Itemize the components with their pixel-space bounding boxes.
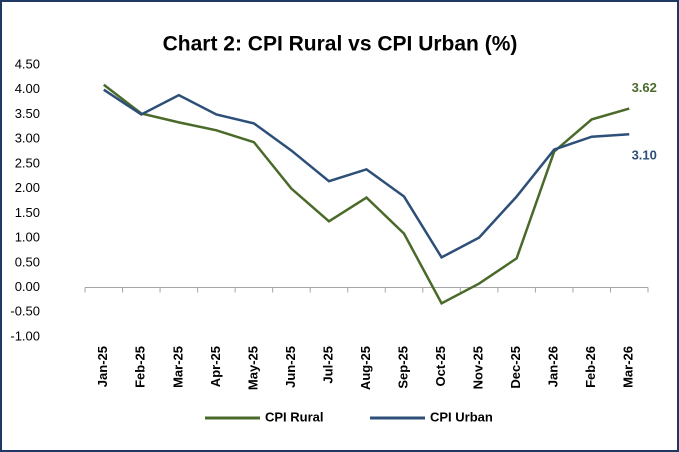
x-tick-label: May-25: [245, 346, 260, 390]
y-tick-label: 4.00: [15, 81, 40, 96]
y-tick-label: 4.50: [15, 56, 40, 71]
data-label: 3.62: [632, 80, 657, 95]
x-tick-label: Jan-26: [546, 346, 561, 387]
y-tick-label: 2.00: [15, 180, 40, 195]
x-tick-label: Jan-25: [95, 346, 110, 387]
x-tick-label: Dec-25: [508, 346, 523, 389]
y-tick-label: 1.50: [15, 205, 40, 220]
chart-title: Chart 2: CPI Rural vs CPI Urban (%): [163, 33, 518, 56]
y-tick-label: 0.00: [15, 279, 40, 294]
x-tick-label: Jun-25: [283, 346, 298, 388]
data-label: 3.10: [632, 148, 657, 163]
series-line: [103, 88, 630, 260]
legend-label: CPI Urban: [430, 409, 493, 424]
x-tick-label: Sep-25: [395, 346, 410, 389]
x-tick-label: Feb-25: [133, 346, 148, 388]
x-tick-label: Mar-25: [170, 346, 185, 388]
series-line: [103, 83, 630, 306]
x-tick-label: Mar-26: [621, 346, 636, 388]
x-tick-label: Aug-25: [358, 346, 373, 390]
x-tick-label: Jul-25: [320, 346, 335, 384]
y-tick-label: -0.50: [10, 304, 40, 319]
y-tick-label: -1.00: [10, 328, 40, 343]
x-tick-label: Oct-25: [433, 346, 448, 386]
x-tick-label: Feb-26: [583, 346, 598, 388]
legend-label: CPI Rural: [265, 409, 324, 424]
y-tick-label: 1.00: [15, 230, 40, 245]
y-tick-label: 2.50: [15, 155, 40, 170]
y-tick-label: 3.00: [15, 131, 40, 146]
x-tick-label: Nov-25: [471, 346, 486, 389]
x-tick-label: Apr-25: [208, 346, 223, 387]
y-tick-label: 3.50: [15, 106, 40, 121]
y-tick-label: 0.50: [15, 254, 40, 269]
